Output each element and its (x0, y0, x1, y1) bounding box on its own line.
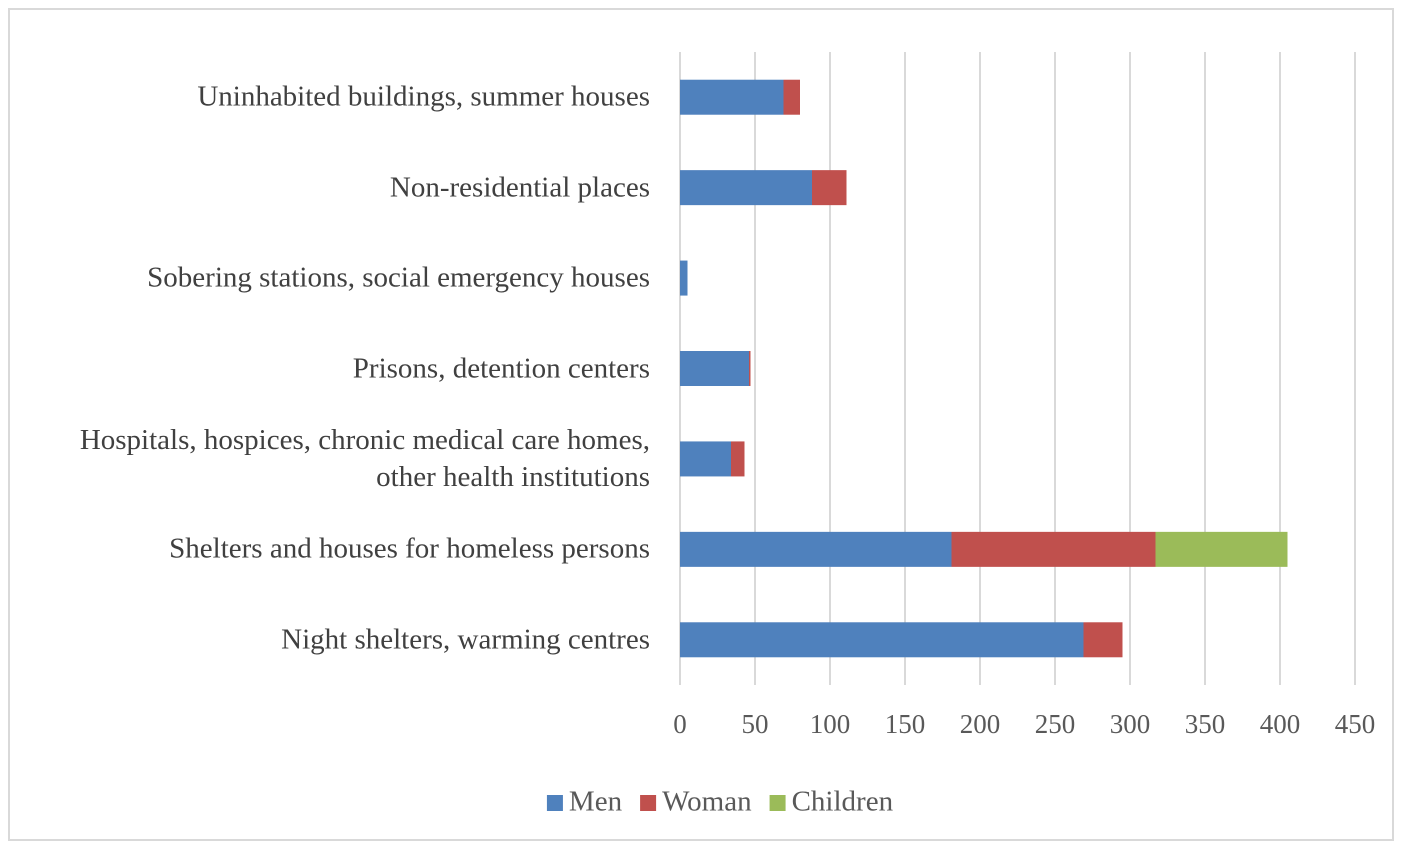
x-tick-label: 450 (1335, 709, 1376, 739)
bar-segment (680, 351, 749, 386)
x-tick-label: 200 (960, 709, 1001, 739)
x-tick-label: 0 (673, 709, 687, 739)
bar-segment (1083, 622, 1123, 658)
x-tick-label: 350 (1185, 709, 1226, 739)
bar-segment (731, 441, 745, 477)
x-tick-label: 400 (1260, 709, 1301, 739)
x-tick-label: 100 (810, 709, 851, 739)
legend-swatch (640, 795, 657, 811)
legend: Men Woman Children (546, 786, 894, 818)
legend-label: Woman (662, 786, 752, 818)
legend-swatch (546, 795, 563, 811)
legend-label: Children (792, 786, 894, 818)
category-label: Shelters and houses for homeless persons (169, 532, 650, 565)
bar-segment (783, 79, 800, 115)
x-tick-label: 250 (1035, 709, 1076, 739)
x-tick-label: 50 (742, 709, 769, 739)
legend-label: Men (569, 786, 623, 818)
bar-segment (1155, 531, 1288, 567)
bar-segment (680, 260, 688, 296)
x-tick-label: 300 (1110, 709, 1151, 739)
bar-segment (951, 531, 1156, 567)
bar-segment (680, 531, 952, 567)
x-tick-label: 150 (885, 709, 926, 739)
category-label: Uninhabited buildings, summer houses (197, 80, 650, 113)
category-label: Sobering stations, social emergency hous… (147, 261, 650, 294)
bar-segment (680, 79, 784, 115)
bar-segment (680, 622, 1084, 658)
category-label: Night shelters, warming centres (281, 623, 650, 656)
legend-swatch (769, 795, 786, 811)
category-label: Prisons, detention centers (352, 352, 650, 384)
bar-segment (680, 170, 812, 206)
bar-segment (749, 351, 751, 386)
category-label: Non-residential places (389, 171, 650, 204)
bar-segment (812, 170, 847, 206)
chart-frame (8, 8, 1394, 841)
bar-segment (680, 441, 731, 477)
category-label: Hospitals, hospices, chronic medical car… (79, 423, 650, 493)
